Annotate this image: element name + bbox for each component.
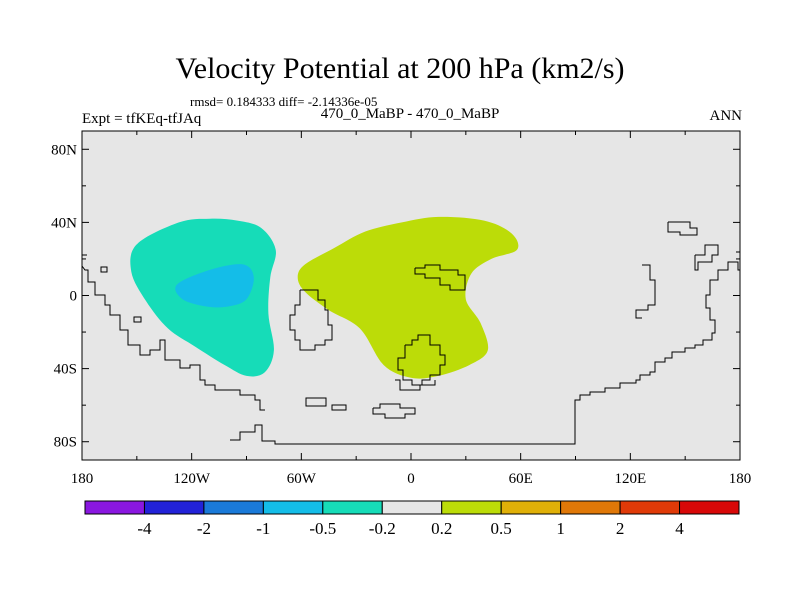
- rmsd-diff-stats: rmsd= 0.184333 diff= -2.14336e-05: [190, 94, 378, 109]
- coastline-island: [331, 404, 347, 411]
- colorbar-swatch: [262, 500, 324, 515]
- coastline-south-america: [289, 289, 333, 351]
- colorbar-swatch: [500, 500, 562, 515]
- colorbar-swatch: [322, 500, 383, 515]
- colorbar-label: -0.5: [309, 519, 336, 538]
- x-tick-label: 60W: [287, 471, 317, 487]
- x-tick-label: 60E: [509, 471, 533, 487]
- y-tick-label: 0: [70, 289, 78, 305]
- colorbar-swatch: [84, 500, 145, 515]
- coastline-feature: [397, 334, 446, 386]
- x-tick-label: 180: [729, 471, 752, 487]
- coastline-island: [305, 397, 327, 407]
- coastlines: [81, 221, 740, 445]
- colorbar-swatch: [381, 500, 443, 515]
- case-label: 470_0_MaBP - 470_0_MaBP: [320, 106, 500, 122]
- coastline-feature: [635, 264, 656, 319]
- x-tick-label: 120W: [173, 471, 211, 487]
- experiment-label: Expt = tfKEq-tfJAq: [82, 111, 202, 127]
- colorbar-swatch: [203, 500, 264, 515]
- coastline-feature: [667, 221, 698, 236]
- contour-region: [297, 216, 519, 379]
- colorbar-swatch: [679, 500, 740, 515]
- latitude-axis: 80N 40N 0 40S 80S: [51, 142, 740, 451]
- season-label: ANN: [709, 108, 743, 124]
- colorbar-label: 2: [616, 519, 625, 538]
- longitude-axis: 180 120W 60W 0 60E 120E 180: [71, 131, 752, 487]
- y-tick-label: 80S: [54, 435, 77, 451]
- coastline-island: [100, 266, 108, 273]
- x-tick-label: 0: [407, 471, 415, 487]
- coastline-feature: [694, 244, 719, 271]
- colorbar-label: 4: [675, 519, 684, 538]
- colorbar-label: -0.2: [369, 519, 396, 538]
- colorbar-swatch: [441, 500, 502, 515]
- shaded-contours: [130, 216, 519, 379]
- colorbar-label: -4: [137, 519, 152, 538]
- y-tick-label: 80N: [51, 142, 77, 158]
- colorbar-label: 0.2: [431, 519, 452, 538]
- plot-title: Velocity Potential at 200 hPa (km2/s): [175, 52, 625, 85]
- colorbar-swatch: [619, 500, 681, 515]
- colorbar-swatch: [143, 500, 205, 515]
- colorbar: -4 -2 -1 -0.5 -0.2 0.2 0.5 1 2 4: [84, 500, 740, 538]
- coastline-north-america: [81, 265, 265, 411]
- colorbar-label: 0.5: [491, 519, 512, 538]
- coastline-africa: [414, 264, 466, 291]
- colorbar-label: -2: [197, 519, 211, 538]
- colorbar-swatch: [560, 500, 621, 515]
- y-tick-label: 40S: [54, 362, 77, 378]
- coastline-feature: [395, 379, 436, 391]
- coastline-feature: [372, 403, 416, 419]
- x-tick-label: 180: [71, 471, 94, 487]
- x-tick-label: 120E: [614, 471, 646, 487]
- colorbar-label: 1: [556, 519, 565, 538]
- colorbar-label: -1: [256, 519, 270, 538]
- coastline-antarctica: [230, 261, 740, 445]
- coastline-island: [133, 316, 142, 323]
- contour-region: [175, 264, 254, 308]
- y-tick-label: 40N: [51, 215, 77, 231]
